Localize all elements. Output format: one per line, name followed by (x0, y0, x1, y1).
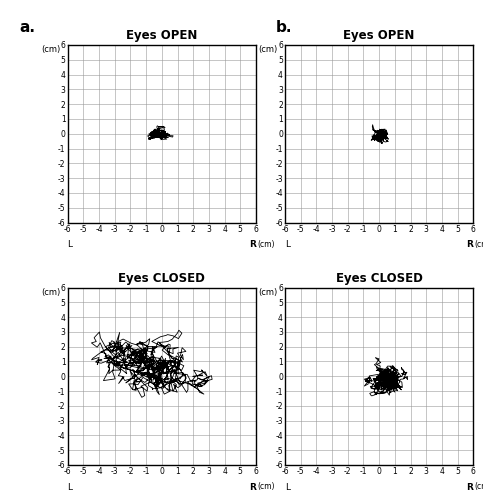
Text: R: R (249, 482, 256, 492)
Text: (cm): (cm) (258, 288, 278, 296)
Text: (cm): (cm) (41, 288, 60, 296)
Text: (cm): (cm) (474, 482, 483, 492)
Text: L: L (68, 482, 72, 492)
Text: L: L (285, 240, 290, 249)
Title: Eyes CLOSED: Eyes CLOSED (336, 272, 423, 285)
Text: R: R (467, 240, 473, 249)
Text: (cm): (cm) (258, 45, 278, 54)
Title: Eyes OPEN: Eyes OPEN (126, 30, 198, 43)
Text: b.: b. (275, 20, 292, 35)
Text: (cm): (cm) (257, 482, 274, 492)
Text: L: L (68, 240, 72, 249)
Text: (cm): (cm) (474, 240, 483, 249)
Text: (cm): (cm) (257, 240, 274, 249)
Text: (cm): (cm) (41, 45, 60, 54)
Text: a.: a. (19, 20, 35, 35)
Text: R: R (249, 240, 256, 249)
Title: Eyes OPEN: Eyes OPEN (343, 30, 415, 43)
Text: L: L (285, 482, 290, 492)
Text: R: R (467, 482, 473, 492)
Title: Eyes CLOSED: Eyes CLOSED (118, 272, 205, 285)
